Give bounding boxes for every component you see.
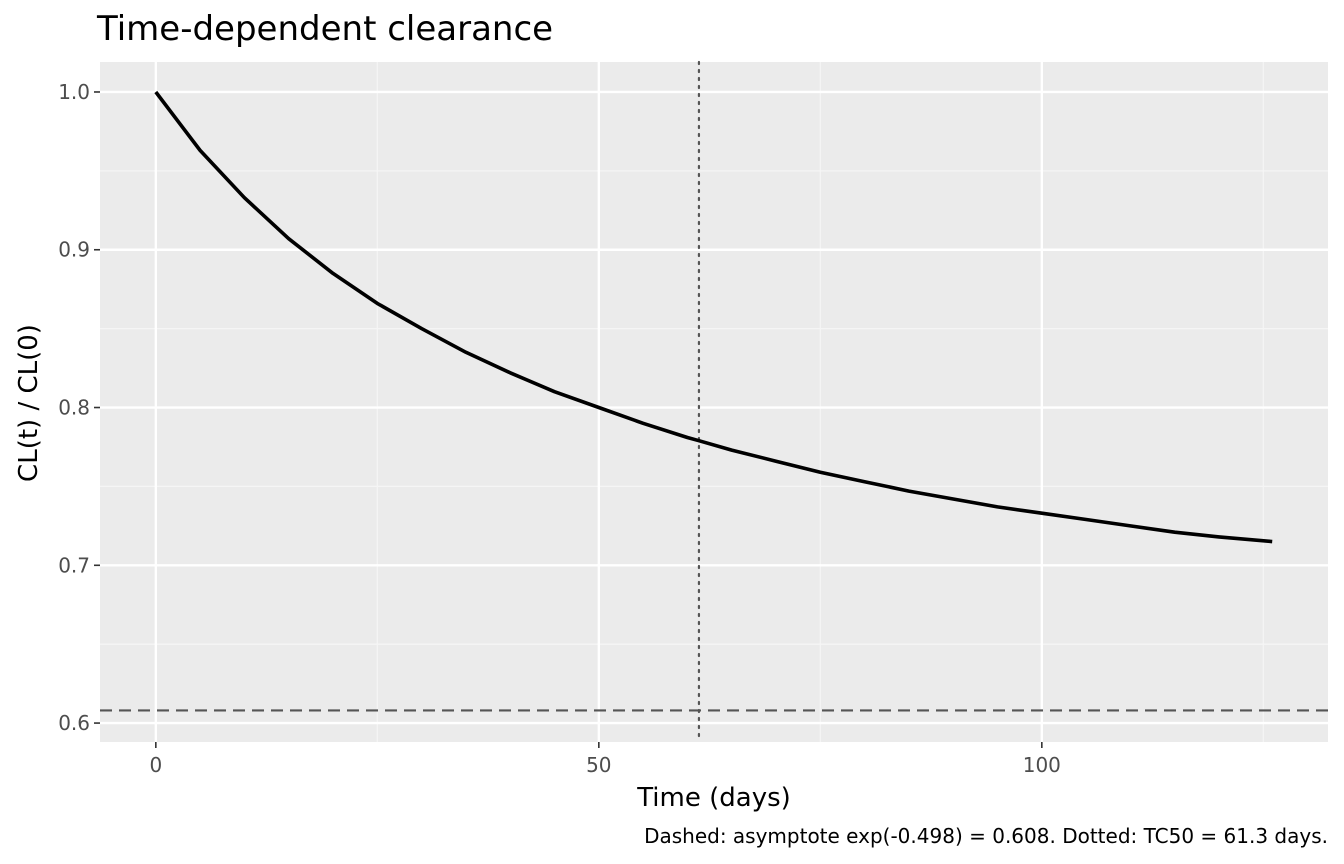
series-line [154, 90, 1273, 544]
plot-panel [100, 62, 1328, 742]
reference-lines [100, 60, 1328, 744]
x-tick-label: 100 [1023, 753, 1061, 777]
y-tick-label: 0.7 [58, 553, 90, 577]
y-tick-label: 0.6 [58, 711, 90, 735]
x-axis-title: Time (days) [636, 783, 791, 813]
series-layer [154, 90, 1273, 544]
chart-caption: Dashed: asymptote exp(-0.498) = 0.608. D… [644, 824, 1328, 848]
x-tick-label: 50 [586, 753, 611, 777]
chart-title: Time-dependent clearance [96, 9, 553, 49]
grid-lines [100, 62, 1328, 742]
x-tick-label: 0 [149, 753, 162, 777]
y-tick-label: 1.0 [58, 80, 90, 104]
y-tick-label: 0.9 [58, 238, 90, 262]
y-tick-label: 0.8 [58, 396, 90, 420]
x-axis: 0 50 100 [149, 742, 1061, 777]
y-axis: 0.6 0.7 0.8 0.9 1.0 [58, 80, 100, 735]
y-axis-title: CL(t) / CL(0) [14, 324, 44, 482]
